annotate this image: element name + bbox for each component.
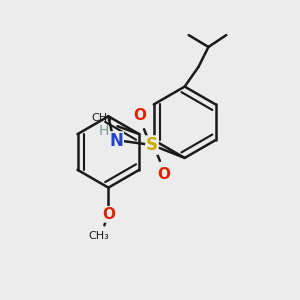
Text: H: H <box>98 124 109 138</box>
Text: O: O <box>158 167 170 182</box>
Text: CH₃: CH₃ <box>88 231 109 241</box>
Text: O: O <box>134 108 147 123</box>
Text: S: S <box>146 136 158 154</box>
Text: O: O <box>102 207 115 222</box>
Text: N: N <box>110 132 123 150</box>
Text: CH₃: CH₃ <box>92 113 112 123</box>
